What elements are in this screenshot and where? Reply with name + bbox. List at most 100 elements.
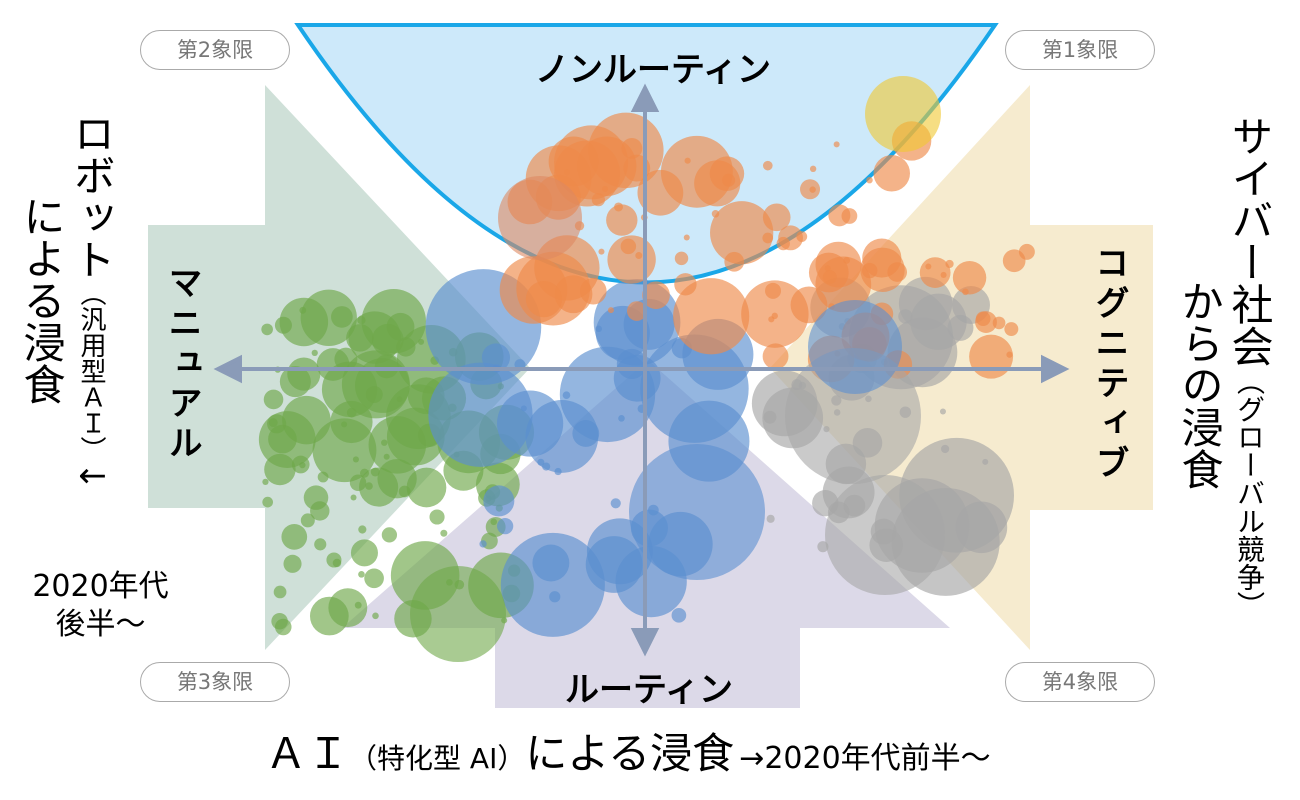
bubble <box>613 354 661 402</box>
bubble <box>303 485 329 510</box>
bubble <box>262 478 269 486</box>
bubble <box>606 204 638 236</box>
bubble <box>283 554 302 573</box>
bubble <box>549 591 561 603</box>
caption-main: サイバー社会 <box>1225 115 1274 367</box>
left-caption-cont: による浸食 <box>17 195 66 405</box>
bubble <box>768 316 775 323</box>
bubble <box>498 176 582 260</box>
bubble <box>778 225 803 251</box>
region-label: コグニティブ <box>1089 245 1129 485</box>
bubble <box>841 208 858 224</box>
bubble <box>350 539 378 567</box>
bubble <box>383 453 390 460</box>
bubble <box>610 498 621 509</box>
bubble <box>262 496 274 508</box>
bubble <box>591 193 605 207</box>
bubble <box>440 529 448 537</box>
bubble <box>635 252 643 260</box>
caption-sub: （汎用型ＡＩ） <box>76 280 106 462</box>
bubble <box>542 462 551 471</box>
bubble <box>497 518 514 535</box>
bubble <box>940 271 947 278</box>
bubble <box>500 532 605 637</box>
bubble <box>992 316 1006 330</box>
bubble <box>765 282 782 299</box>
bubble <box>410 566 506 662</box>
bubble <box>273 585 287 599</box>
bubble <box>481 343 511 372</box>
bubble <box>281 524 308 550</box>
bubble <box>671 608 687 623</box>
bubble <box>683 234 690 241</box>
region-label: ルーティン <box>565 670 733 710</box>
bubble <box>952 261 987 295</box>
bubble <box>1018 243 1035 260</box>
bubble <box>741 280 809 348</box>
bubble <box>919 257 951 288</box>
axes <box>213 83 1070 657</box>
period-line: 後半～ <box>55 606 146 642</box>
bubble <box>629 444 765 580</box>
bubble <box>766 514 775 523</box>
bubble <box>311 349 318 357</box>
bubble <box>833 141 840 148</box>
bubble <box>312 418 377 483</box>
bubble <box>824 265 831 272</box>
bubble <box>602 185 609 192</box>
bubble <box>263 389 284 410</box>
region-label: ノンルーティン <box>535 50 771 90</box>
bubble <box>287 357 321 391</box>
bubble <box>321 361 378 417</box>
bubble <box>809 165 817 173</box>
bubble <box>607 307 614 314</box>
bubble <box>711 210 720 218</box>
bubble <box>532 544 570 582</box>
bubble <box>825 475 945 595</box>
bubble <box>279 297 329 347</box>
bubble <box>940 444 950 454</box>
bubble <box>350 494 357 501</box>
bubble <box>660 135 733 208</box>
bubble <box>865 76 941 152</box>
caption-sub: （グローバル競争） <box>1233 367 1266 619</box>
bubble <box>763 410 777 424</box>
caption-main: ロボット <box>67 112 116 280</box>
bubble <box>598 248 605 255</box>
bubble <box>982 458 989 465</box>
region-label: マニュアル <box>162 265 202 465</box>
bubble <box>862 238 902 278</box>
bubble <box>317 471 329 483</box>
bubble <box>328 588 368 628</box>
bubble <box>614 202 624 212</box>
bubble <box>377 459 417 499</box>
bubble <box>975 311 991 326</box>
bubble <box>358 571 365 578</box>
bubble <box>525 280 563 318</box>
bubble <box>381 527 398 543</box>
bubble <box>291 455 310 474</box>
period-line: 2020年代 <box>32 569 169 604</box>
bubble <box>483 485 515 517</box>
bubble <box>710 201 774 265</box>
bubble <box>674 251 689 266</box>
bottom-caption: ＡＩ（特化型 AI）による浸食 →2020年代前半～ <box>265 733 991 775</box>
bubble <box>969 334 1014 379</box>
bubble <box>621 137 643 159</box>
caption-arrow: ↓ <box>71 462 111 491</box>
bubble <box>762 203 791 232</box>
bubble <box>314 538 327 551</box>
bubble <box>873 154 910 192</box>
caption-period: →2020年代前半～ <box>739 741 991 776</box>
bubble <box>429 509 445 525</box>
left-period: 2020年代 後半～ <box>18 568 183 643</box>
bubble <box>790 286 828 324</box>
bubble <box>341 421 348 428</box>
bubble <box>371 323 404 356</box>
bubble <box>808 300 902 394</box>
quadrant-label: 第2象限 <box>140 30 290 70</box>
bubble <box>332 558 342 568</box>
bubble <box>300 513 315 528</box>
